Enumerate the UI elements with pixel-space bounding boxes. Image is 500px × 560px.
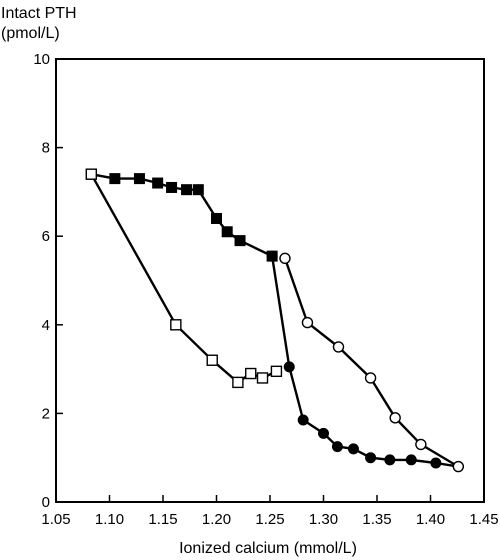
y-tick-label: 2: [42, 405, 50, 422]
series-3-line: [270, 255, 459, 468]
series-3-point: [331, 441, 343, 453]
series-3-point: [430, 457, 442, 469]
series-3-point: [384, 454, 396, 466]
series-2-point: [270, 365, 283, 378]
x-tick-label: 1.45: [469, 511, 498, 528]
x-tick-label: 1.35: [362, 511, 391, 528]
series-2-point: [170, 319, 182, 331]
x-tick-label: 1.25: [255, 511, 284, 528]
series-2-point: [206, 354, 218, 366]
series-1-point: [166, 181, 178, 193]
x-tick-label: 1.40: [416, 511, 445, 528]
series-2-point: [85, 168, 98, 180]
y-tick-label: 4: [42, 317, 50, 334]
series-markers: [85, 168, 465, 473]
series-2-line: [90, 173, 277, 384]
x-tick-label: 1.15: [148, 511, 177, 528]
series-3-point: [365, 452, 377, 464]
series-1-point: [133, 173, 145, 185]
series-4-point: [415, 438, 427, 451]
x-tick-label: 1.10: [95, 511, 124, 528]
x-axis-title: Ionized calcium (mmol/L): [179, 540, 357, 557]
y-axis-title-line1: Intact PTH: [1, 5, 77, 22]
series-2-point: [245, 367, 257, 380]
series-3-point: [266, 250, 278, 262]
series-1-point: [221, 226, 233, 238]
x-tick-label: 1.05: [41, 511, 70, 528]
series-4-point: [301, 316, 314, 329]
series-4-point: [332, 341, 345, 353]
series-1-point: [152, 177, 164, 189]
series-4-point: [279, 252, 291, 265]
plot-frame: [55, 58, 485, 503]
series-3-point: [297, 414, 309, 426]
series-4-point: [389, 412, 401, 424]
series-3-point: [283, 361, 295, 373]
series-1-point: [211, 212, 222, 224]
series-1-point: [109, 173, 121, 185]
series-2-point: [232, 376, 244, 389]
y-tick-label: 10: [33, 51, 50, 68]
y-axis-title-line2: (pmol/L): [1, 25, 60, 42]
x-tick-label: 1.20: [202, 511, 231, 528]
y-tick-label: 8: [42, 140, 50, 157]
series-3-point: [318, 427, 329, 439]
series-3-point: [405, 454, 417, 466]
series-1-point: [181, 184, 193, 196]
axis-ticks: 1.05 1.10 1.15 1.20 1.25 1.30 1.35 1.40 1.45 0 2 4 6…: [33, 51, 498, 528]
series-4-point: [364, 372, 377, 384]
series-4-line: [283, 258, 459, 468]
series-2-point: [256, 372, 269, 384]
series-4-point: [452, 460, 465, 473]
y-tick-label: 0: [42, 494, 50, 511]
series-lines: [90, 173, 459, 468]
y-tick-label: 6: [42, 228, 50, 245]
series-1-point: [192, 184, 204, 196]
series-1-point: [234, 235, 246, 247]
series-3-point: [347, 443, 359, 455]
x-tick-label: 1.30: [309, 511, 338, 528]
